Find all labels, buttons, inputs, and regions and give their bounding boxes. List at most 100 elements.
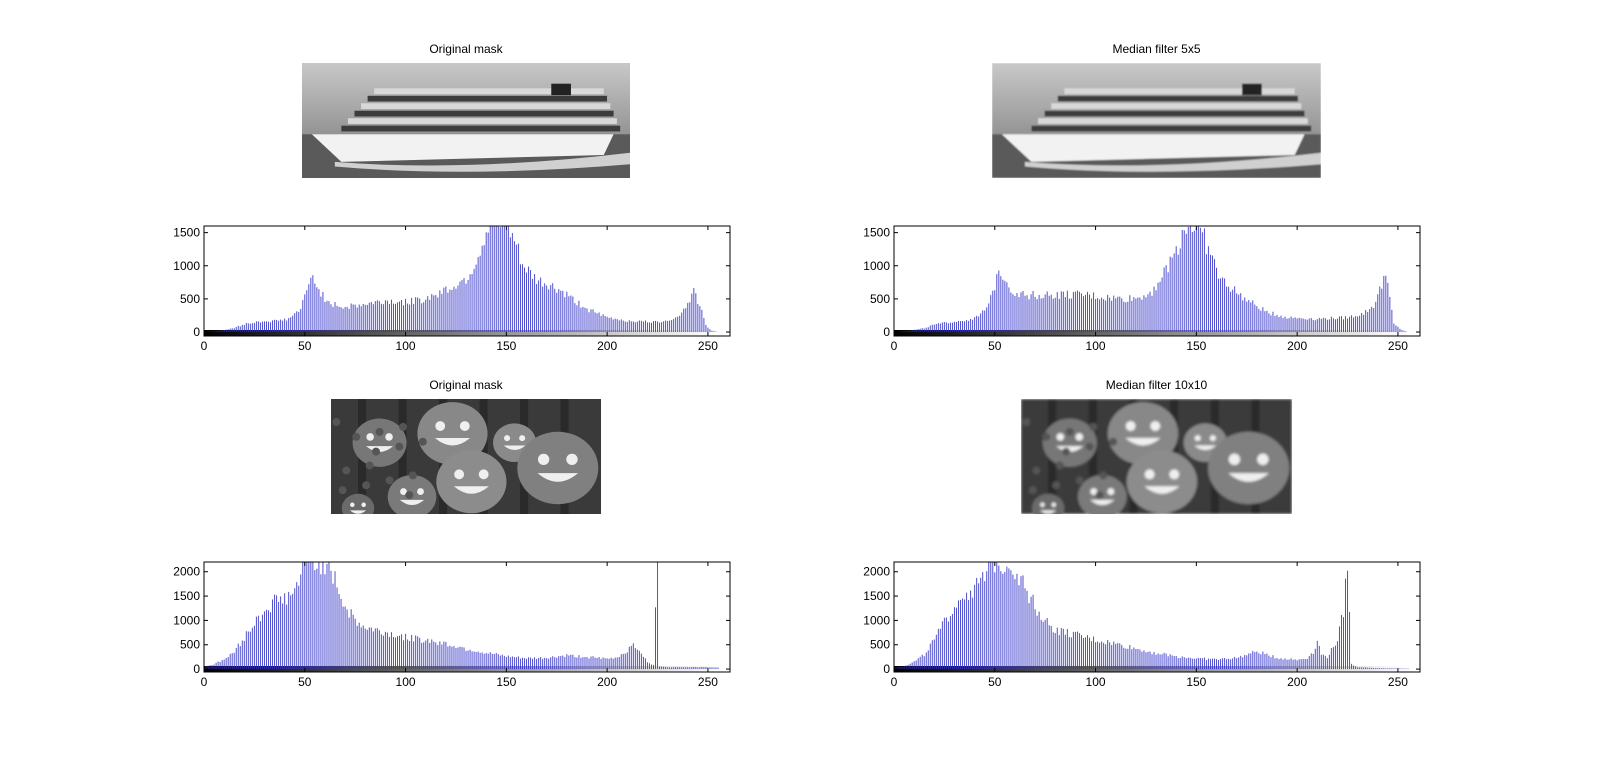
ship-funnel	[551, 83, 571, 96]
pumpkin-face	[1228, 473, 1269, 482]
pumpkin-eye	[1040, 502, 1045, 508]
pumpkin-eye	[1090, 488, 1098, 495]
pumpkin-eye	[1125, 421, 1136, 431]
leaf	[375, 427, 384, 436]
pumpkin-eye	[350, 502, 355, 508]
leaf	[362, 481, 371, 490]
panel-title-2: Median filter 5x5	[1112, 42, 1201, 56]
y-tick-label: 1500	[863, 226, 890, 240]
histogram-chart-4: 0 50 100 150 200 250 0 500 1000 1500 2000	[863, 561, 1421, 689]
ship-hull	[311, 134, 614, 162]
y-tick-label: 0	[193, 662, 200, 676]
pumpkin-face	[1039, 510, 1057, 514]
y-tick-label: 2000	[863, 565, 890, 579]
y-tick-label: 1500	[173, 226, 200, 240]
x-tick-label: 200	[1287, 339, 1307, 353]
pumpkin-eye	[1051, 502, 1057, 508]
cruise-ship-image	[302, 63, 630, 178]
axes-box	[893, 561, 1421, 673]
pumpkin-face	[399, 499, 425, 506]
leaf	[352, 432, 361, 441]
ship-deck	[1031, 125, 1312, 132]
pumpkin	[517, 431, 599, 505]
ship-deck	[354, 110, 614, 117]
pumpkin-eye	[1056, 433, 1065, 441]
pumpkin-eye	[361, 502, 366, 508]
ship-deck	[1064, 88, 1295, 95]
leaf	[1089, 422, 1098, 431]
leaf	[1095, 491, 1104, 500]
leaf	[338, 486, 347, 495]
intensity-colorbar	[204, 666, 718, 672]
pumpkin-eye	[1075, 433, 1084, 441]
leaf	[1085, 442, 1094, 451]
leaf	[365, 461, 374, 470]
pumpkin-eye	[1150, 421, 1161, 431]
pumpkin-eye	[1228, 453, 1241, 466]
y-tick-label: 500	[870, 638, 890, 652]
leaf	[372, 447, 380, 456]
pumpkin-eye	[1107, 488, 1115, 495]
x-tick-label: 200	[597, 675, 617, 689]
ship-wake	[334, 152, 630, 172]
pumpkin-eye	[417, 488, 424, 495]
cruise-ship-filtered-image	[992, 63, 1321, 178]
pumpkin-eye	[1194, 435, 1201, 442]
ship-deck	[1057, 95, 1298, 102]
y-tick-label: 2000	[173, 565, 200, 579]
leaf	[1109, 437, 1118, 446]
pumpkin-face	[537, 473, 579, 482]
ship-deck	[1044, 110, 1305, 117]
pumpkin-eye	[435, 421, 446, 431]
leaf	[408, 471, 417, 480]
pumpkin-face	[453, 486, 489, 494]
pumpkin-eye	[459, 421, 470, 431]
x-tick-label: 250	[1388, 339, 1408, 353]
x-tick-label: 50	[988, 339, 1002, 353]
x-tick-label: 0	[201, 339, 208, 353]
ship-deck	[367, 95, 608, 102]
y-tick-label: 1000	[173, 259, 200, 273]
x-tick-label: 0	[891, 339, 898, 353]
leaf	[332, 418, 341, 426]
axes-box	[893, 225, 1421, 337]
wood-plank	[1088, 399, 1097, 514]
pumpkin-face	[349, 510, 367, 514]
pumpkin-face	[503, 445, 526, 451]
y-tick-label: 1500	[863, 589, 890, 603]
pumpkin-eye	[504, 435, 511, 442]
pumpkin	[1031, 493, 1065, 514]
leaf	[1028, 486, 1037, 495]
pumpkin-eye	[1257, 453, 1269, 466]
pumpkin-face	[1194, 445, 1217, 451]
pumpkin-face	[1090, 499, 1115, 506]
leaf	[395, 442, 404, 451]
x-tick-label: 50	[298, 675, 312, 689]
x-tick-label: 250	[698, 675, 718, 689]
x-tick-label: 0	[201, 675, 208, 689]
pumpkin-eye	[478, 469, 489, 480]
y-tick-label: 500	[180, 638, 200, 652]
histogram-chart-2: 0 50 100 150 200 250 0 500 1000 1500	[863, 225, 1421, 353]
y-tick-label: 1000	[863, 259, 890, 273]
ship-deck	[347, 118, 617, 124]
y-tick-label: 0	[883, 662, 890, 676]
pumpkin	[1207, 431, 1290, 505]
leaf	[1052, 481, 1061, 490]
pumpkin-eye	[454, 469, 465, 480]
x-tick-label: 150	[1186, 675, 1206, 689]
x-tick-label: 0	[891, 675, 898, 689]
ship-funnel	[1242, 83, 1262, 96]
panel-title-3: Original mask	[429, 378, 503, 392]
pumpkin-eye	[400, 488, 407, 495]
x-tick-label: 250	[1388, 675, 1408, 689]
intensity-colorbar	[894, 666, 1408, 672]
ship-deck	[341, 125, 621, 132]
x-tick-label: 50	[988, 675, 1002, 689]
leaf	[399, 422, 407, 431]
pumpkin	[1107, 402, 1179, 465]
x-tick-label: 200	[597, 339, 617, 353]
pumpkin-eye	[366, 433, 374, 441]
leaf	[342, 466, 351, 475]
x-tick-label: 150	[496, 675, 516, 689]
